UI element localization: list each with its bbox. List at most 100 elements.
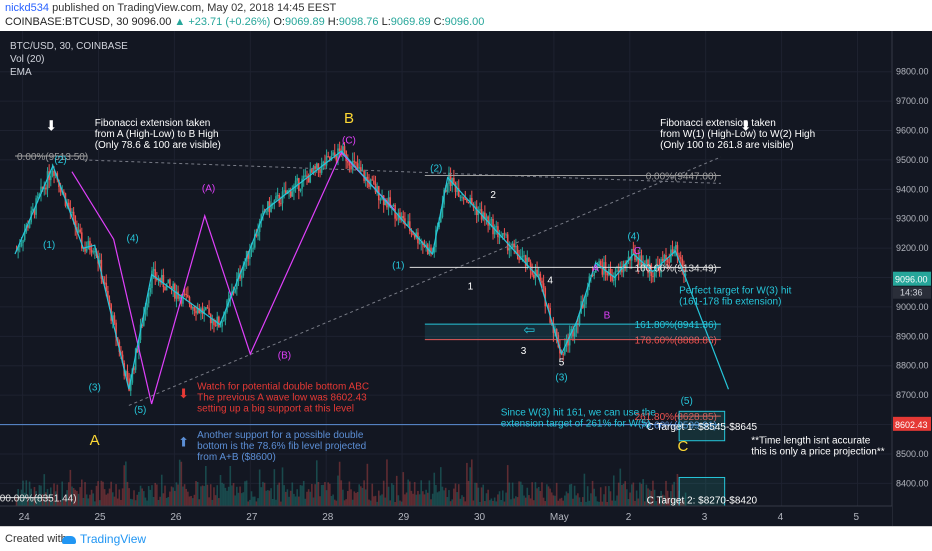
annotation-line: bottom is the 78.6% fib level projected bbox=[197, 441, 366, 452]
candle-body bbox=[408, 221, 411, 231]
volume-bar bbox=[524, 497, 527, 506]
open-label: O: bbox=[273, 16, 285, 28]
candle-body bbox=[92, 251, 95, 253]
volume-bar bbox=[288, 496, 290, 506]
volume-bar bbox=[498, 491, 501, 506]
volume-bar bbox=[624, 481, 626, 506]
volume-bar bbox=[41, 494, 44, 506]
volume-bar bbox=[376, 501, 378, 506]
volume-bar bbox=[674, 497, 677, 506]
volume-bar bbox=[650, 490, 653, 506]
candle-body bbox=[653, 272, 656, 277]
annotation-text: Fibonacci extension taken from A (High-Lo… bbox=[95, 118, 221, 151]
author-link[interactable]: nickd534 bbox=[5, 2, 50, 14]
volume-bar bbox=[174, 490, 176, 506]
candle-body bbox=[260, 214, 263, 222]
candle-body bbox=[229, 295, 232, 299]
volume-bar bbox=[562, 500, 564, 506]
candle-body bbox=[138, 339, 140, 353]
price-tick-label: 8900.00 bbox=[896, 331, 929, 341]
volume-bar bbox=[273, 469, 276, 506]
volume-bar bbox=[193, 494, 196, 506]
volume-bar bbox=[541, 482, 543, 506]
volume-bar bbox=[35, 491, 37, 506]
candle-body bbox=[275, 196, 277, 201]
wave-label: (1) bbox=[43, 240, 55, 251]
candle-body bbox=[32, 208, 34, 211]
candle-body bbox=[284, 190, 287, 195]
wave-label: 3 bbox=[521, 346, 527, 357]
candle-body bbox=[356, 163, 359, 169]
volume-bar bbox=[265, 490, 267, 506]
volume-bar bbox=[283, 485, 285, 506]
candle-body bbox=[283, 190, 285, 192]
footer-bar: Created with TradingView bbox=[0, 526, 932, 551]
volume-bar bbox=[423, 494, 426, 506]
candle-body bbox=[402, 216, 405, 219]
candle-body bbox=[288, 189, 290, 191]
candle-body bbox=[660, 258, 662, 273]
candle-body bbox=[456, 188, 458, 192]
candle-body bbox=[635, 257, 638, 261]
candle-body bbox=[154, 269, 157, 279]
volume-bar bbox=[281, 467, 284, 506]
candle-body bbox=[271, 202, 274, 204]
fib-level-label: 0.00%(9513.50) bbox=[17, 152, 88, 163]
volume-bar bbox=[648, 489, 651, 506]
candle-body bbox=[53, 171, 55, 176]
volume-bar bbox=[389, 500, 392, 506]
created-with-label: Created with bbox=[5, 533, 67, 545]
volume-bar bbox=[162, 493, 165, 506]
wave-label: B bbox=[604, 311, 611, 322]
volume-bar bbox=[404, 494, 406, 506]
volume-bar bbox=[92, 493, 95, 506]
volume-bar bbox=[221, 482, 223, 506]
volume-bar bbox=[214, 495, 217, 506]
candle-body bbox=[41, 186, 44, 189]
annotation-line: **Time length isnt accurate bbox=[751, 436, 871, 447]
candle-body bbox=[239, 272, 241, 279]
price-chart[interactable]: 0.00%(9513.50) 0.00%(9447.00) 100.00%(9134… bbox=[0, 31, 932, 526]
volume-bar bbox=[306, 491, 308, 506]
volume-bar bbox=[681, 501, 684, 506]
chart-area[interactable]: 0.00%(9513.50) 0.00%(9447.00) 100.00%(9134… bbox=[0, 31, 932, 526]
volume-bar bbox=[302, 480, 305, 506]
volume-bar bbox=[595, 496, 597, 506]
candle-body bbox=[301, 178, 303, 189]
price-tick-label: 9200.00 bbox=[896, 243, 929, 253]
candle-body bbox=[420, 242, 423, 244]
volume-bar bbox=[356, 491, 359, 506]
volume-bar bbox=[379, 495, 382, 506]
candle-body bbox=[147, 292, 150, 304]
candle-body bbox=[627, 256, 630, 261]
candle-body bbox=[511, 243, 514, 248]
wave-label: (1) bbox=[392, 261, 404, 272]
volume-bar bbox=[53, 483, 55, 506]
volume-bar bbox=[64, 495, 67, 506]
candle-body bbox=[585, 295, 587, 305]
candle-body bbox=[668, 262, 671, 264]
volume-bar bbox=[84, 482, 86, 506]
candle-body bbox=[342, 146, 344, 155]
candle-body bbox=[28, 222, 31, 228]
candle-body bbox=[27, 225, 29, 228]
wave-label: A bbox=[592, 264, 599, 275]
volume-bar bbox=[449, 501, 452, 506]
candle-body bbox=[120, 351, 122, 355]
candle-body bbox=[539, 273, 542, 281]
candle-body bbox=[87, 241, 90, 249]
volume-bar bbox=[45, 492, 47, 506]
volume-bar bbox=[353, 491, 356, 506]
tradingview-link[interactable]: TradingView bbox=[62, 532, 146, 546]
volume-bar bbox=[304, 498, 307, 506]
candle-body bbox=[170, 286, 173, 290]
volume-bar bbox=[364, 489, 367, 506]
time-tick-label: 26 bbox=[170, 512, 182, 523]
volume-bar bbox=[560, 497, 563, 506]
candle-body bbox=[371, 179, 374, 181]
volume-bar bbox=[257, 498, 259, 506]
trend-lines bbox=[83, 156, 722, 406]
annotation-line: Another support for a possible double bbox=[197, 430, 364, 441]
volume-bar bbox=[320, 484, 323, 506]
volume-bar bbox=[151, 485, 153, 506]
